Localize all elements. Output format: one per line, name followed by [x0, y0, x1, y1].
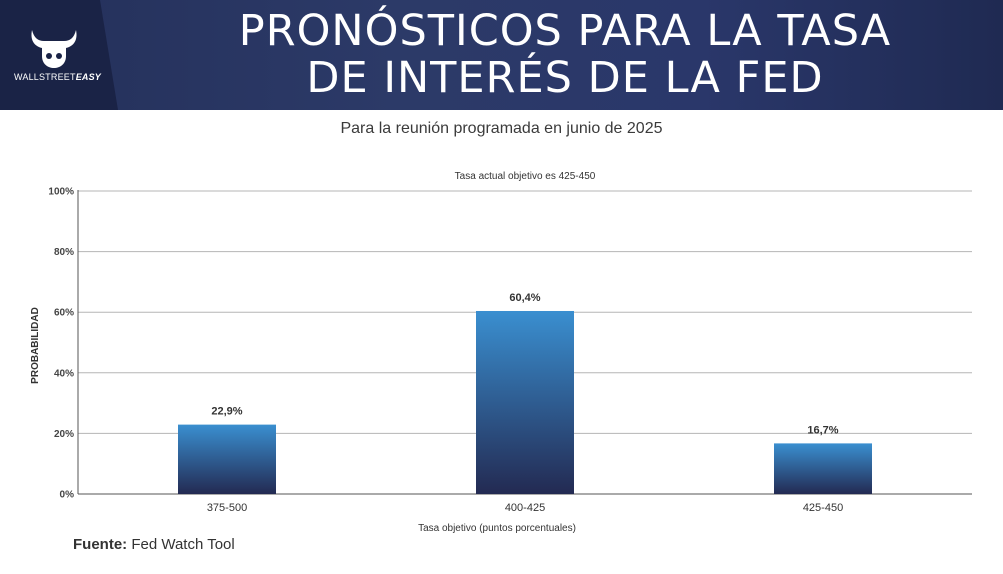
y-tick-label: 100%: [48, 187, 74, 198]
source-note: Fuente: Fed Watch Tool: [73, 536, 235, 553]
x-tick-label: 425-450: [803, 502, 843, 514]
logo-text-regular: WALLSTREET: [14, 72, 76, 82]
data-label: 60,4%: [509, 292, 540, 304]
source-label: Fuente:: [73, 536, 128, 553]
chart-subtitle: Para la reunión programada en junio de 2…: [340, 120, 663, 137]
labels: 0% 20% 40% 60% 80% 100% 22,9% 375-500 60,4% 400-4…: [30, 171, 843, 534]
logo-wordmark: WALLSTREETEASY: [14, 72, 101, 82]
logo-text-bold: EASY: [75, 72, 101, 82]
title-line-1: PRONÓSTICOS PARA LA TASA: [238, 6, 892, 56]
bars: [178, 310, 872, 494]
y-tick-label: 20%: [54, 429, 74, 440]
chart-title: Tasa actual objetivo es 425-450: [455, 171, 596, 182]
x-tick-label: 400-425: [505, 502, 545, 514]
page-title: PRONÓSTICOS PARA LA TASA DE INTERÉS DE L…: [140, 8, 990, 102]
header-banner: WALLSTREETEASY PRONÓSTICOS PARA LA TASA …: [0, 0, 1003, 110]
bar-400-425: [476, 310, 574, 494]
x-axis-label: Tasa objetivo (puntos porcentuales): [418, 523, 576, 534]
logo-panel: WALLSTREETEASY: [0, 0, 118, 110]
y-tick-label: 60%: [54, 308, 74, 319]
data-label: 16,7%: [807, 424, 838, 436]
bar-375-500: [178, 424, 276, 494]
bull-logo-icon: [31, 30, 77, 68]
bar-chart: 0% 20% 40% 60% 80% 100% 22,9% 375-500 60,4% 400-4…: [30, 171, 972, 534]
title-line-2: DE INTERÉS DE LA FED: [306, 53, 824, 103]
data-label: 22,9%: [211, 406, 242, 418]
y-tick-label: 0%: [60, 490, 75, 501]
source-value: Fed Watch Tool: [131, 536, 235, 553]
bar-425-450: [774, 443, 872, 494]
y-tick-label: 80%: [54, 247, 74, 258]
y-tick-label: 40%: [54, 368, 74, 379]
y-axis-label: PROBABILIDAD: [30, 307, 41, 384]
x-tick-label: 375-500: [207, 502, 247, 514]
